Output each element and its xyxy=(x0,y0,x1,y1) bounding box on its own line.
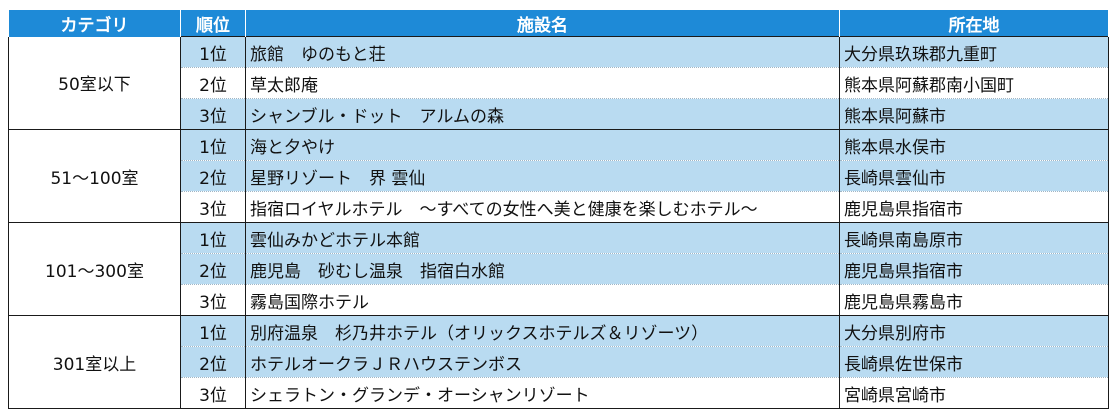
rank-cell: 2位 xyxy=(180,346,246,378)
facility-name-cell: ホテルオークラＪＲハウステンボス xyxy=(245,346,840,378)
facility-name-cell: 草太郎庵 xyxy=(245,67,840,99)
table-header-row: カテゴリ 順位 施設名 所在地 xyxy=(8,10,1109,37)
facility-name-cell: 鹿児島 砂むし温泉 指宿白水館 xyxy=(245,253,840,285)
header-facility: 施設名 xyxy=(245,10,840,37)
table-row: 3位 指宿ロイヤルホテル ～すべての女性へ美と健康を楽しむホテル～ 鹿児島県指宿… xyxy=(9,191,1109,223)
location-cell: 大分県別府市 xyxy=(839,315,1109,347)
category-cell: 50室以下 xyxy=(8,36,181,130)
location-cell: 熊本県阿蘇郡南小国町 xyxy=(839,67,1109,99)
header-rank: 順位 xyxy=(180,10,246,37)
rank-cell: 1位 xyxy=(180,222,246,254)
rank-cell: 3位 xyxy=(180,377,246,409)
location-cell: 鹿児島県霧島市 xyxy=(839,284,1109,316)
rank-cell: 2位 xyxy=(180,253,246,285)
facility-name-cell: 指宿ロイヤルホテル ～すべての女性へ美と健康を楽しむホテル～ xyxy=(245,191,840,223)
table-row: 301室以上 1位 別府温泉 杉乃井ホテル（オリックスホテルズ＆リゾーツ） 大分… xyxy=(8,315,1109,409)
rank-cell: 1位 xyxy=(180,36,246,68)
location-cell: 宮崎県宮崎市 xyxy=(839,377,1109,409)
location-cell: 熊本県阿蘇市 xyxy=(839,98,1109,130)
rank-cell: 3位 xyxy=(180,191,246,223)
table-row: 50室以下 1位 旅館 ゆのもと荘 大分県玖珠郡九重町 xyxy=(8,36,1109,130)
location-cell: 大分県玖珠郡九重町 xyxy=(839,36,1109,68)
facility-name-cell: シャンブル・ドット アルムの森 xyxy=(245,98,840,130)
category-cell: 51～100室 xyxy=(8,129,181,223)
location-cell: 熊本県水俣市 xyxy=(839,129,1109,161)
table-row: 101～300室 1位 雲仙みかどホテル本館 長崎県南島原市 xyxy=(8,222,1109,316)
facility-name-cell: 別府温泉 杉乃井ホテル（オリックスホテルズ＆リゾーツ） xyxy=(245,315,840,347)
table-row: 2位 星野リゾート 界 雲仙 長崎県雲仙市 xyxy=(9,160,1109,192)
facility-name-cell: シェラトン・グランデ・オーシャンリゾート xyxy=(245,377,840,409)
table-row: 3位 シェラトン・グランデ・オーシャンリゾート 宮崎県宮崎市 xyxy=(9,377,1109,409)
rank-cell: 2位 xyxy=(180,67,246,99)
location-cell: 長崎県佐世保市 xyxy=(839,346,1109,378)
ranking-table-container: カテゴリ 順位 施設名 所在地 50室以下 1位 旅館 ゆのもと荘 大分県玖珠郡… xyxy=(8,10,1109,409)
table-row: 2位 鹿児島 砂むし温泉 指宿白水館 鹿児島県指宿市 xyxy=(9,253,1109,285)
location-cell: 鹿児島県指宿市 xyxy=(839,191,1109,223)
header-category: カテゴリ xyxy=(8,10,181,37)
facility-name-cell: 霧島国際ホテル xyxy=(245,284,840,316)
location-cell: 長崎県南島原市 xyxy=(839,222,1109,254)
rank-cell: 1位 xyxy=(180,129,246,161)
location-cell: 長崎県雲仙市 xyxy=(839,160,1109,192)
rank-cell: 3位 xyxy=(180,284,246,316)
category-cell: 101～300室 xyxy=(8,222,181,316)
ranking-table: カテゴリ 順位 施設名 所在地 50室以下 1位 旅館 ゆのもと荘 大分県玖珠郡… xyxy=(8,10,1109,409)
location-cell: 鹿児島県指宿市 xyxy=(839,253,1109,285)
rank-cell: 1位 xyxy=(180,315,246,347)
table-row: 2位 ホテルオークラＪＲハウステンボス 長崎県佐世保市 xyxy=(9,346,1109,378)
header-location: 所在地 xyxy=(839,10,1109,37)
table-row: 2位 草太郎庵 熊本県阿蘇郡南小国町 xyxy=(9,67,1109,99)
category-cell: 301室以上 xyxy=(8,315,181,409)
facility-name-cell: 海と夕やけ xyxy=(245,129,840,161)
table-row: 51～100室 1位 海と夕やけ 熊本県水俣市 xyxy=(8,129,1109,223)
facility-name-cell: 星野リゾート 界 雲仙 xyxy=(245,160,840,192)
facility-name-cell: 旅館 ゆのもと荘 xyxy=(245,36,840,68)
rank-cell: 2位 xyxy=(180,160,246,192)
facility-name-cell: 雲仙みかどホテル本館 xyxy=(245,222,840,254)
rank-cell: 3位 xyxy=(180,98,246,130)
